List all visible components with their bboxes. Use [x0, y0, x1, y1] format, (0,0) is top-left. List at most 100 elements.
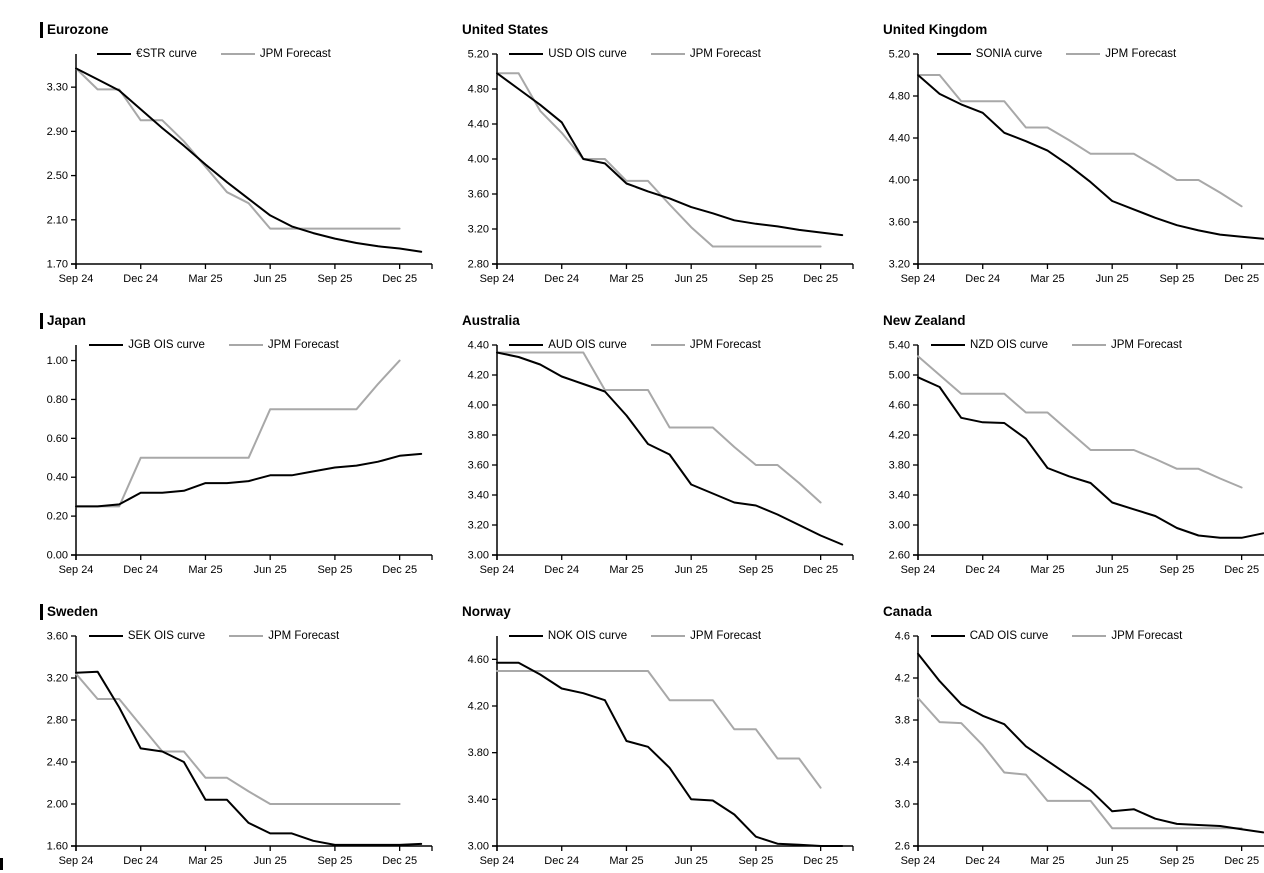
chart-plot: 3.00 3.40 3.80 4.20 4.60 Sep 24 Dec 24 Mar 25 Ju…	[468, 636, 854, 867]
x-tick-label: Dec 24	[965, 855, 1000, 867]
chart-title-row: Australia	[461, 307, 802, 333]
ois-curve-line	[917, 74, 1264, 240]
y-tick-label: 4.60	[468, 654, 489, 666]
chart-panel-united-kingdom: United Kingdom 3.20 3.60 4.00 4.40 4.80 5.20 S…	[882, 16, 1264, 285]
y-tick-label: 4.00	[889, 175, 910, 187]
y-tick-label: 2.40	[47, 757, 68, 769]
y-tick-label: 3.20	[468, 224, 489, 236]
y-tick-label: 1.70	[47, 259, 68, 271]
y-tick-label: 4.20	[889, 430, 910, 442]
y-tick-label: 5.20	[889, 49, 910, 61]
section-bar	[40, 22, 43, 38]
x-tick-label: Dec 24	[123, 855, 158, 867]
y-tick-label: 0.00	[47, 550, 68, 562]
x-tick-label: Dec 24	[544, 855, 579, 867]
x-tick-label: Sep 25	[1159, 855, 1194, 867]
chart-plot: 2.60 3.00 3.40 3.80 4.20 4.60 5.00 5.40 Sep 24 De…	[889, 340, 1264, 576]
y-tick-label: 3.8	[895, 715, 910, 727]
chart-panel-eurozone: Eurozone 1.70 2.10 2.50 2.90 3.30 Sep 24 Dec 2…	[40, 16, 433, 285]
chart-panel-japan: Japan 0.00 0.20 0.40 0.60 0.80 1.00 Sep 24 Dec …	[40, 307, 433, 576]
y-tick-label: 0.40	[47, 472, 68, 484]
y-tick-label: 3.80	[468, 430, 489, 442]
y-tick-label: 1.60	[47, 841, 68, 853]
x-tick-label: Sep 25	[317, 273, 352, 285]
y-tick-label: 4.00	[468, 400, 489, 412]
y-tick-label: 2.00	[47, 799, 68, 811]
forecast-line	[496, 351, 822, 504]
ois-curve-line	[75, 670, 423, 846]
chart-title: Norway	[462, 604, 511, 619]
x-tick-label: Sep 24	[901, 855, 936, 867]
chart-panel-norway: Norway 3.00 3.40 3.80 4.20 4.60 Sep 24 Dec 24 M…	[461, 598, 854, 867]
y-tick-label: 2.60	[889, 550, 910, 562]
y-tick-label: 4.40	[889, 133, 910, 145]
x-tick-label: Jun 25	[675, 855, 708, 867]
chart-title: Sweden	[47, 604, 99, 619]
chart-title: Eurozone	[47, 22, 109, 37]
x-tick-label: Jun 25	[675, 564, 708, 576]
y-tick-label: 3.00	[468, 841, 489, 853]
x-tick-label: Dec 25	[1224, 855, 1259, 867]
forecast-line	[75, 359, 401, 508]
x-tick-label: Dec 25	[1224, 564, 1259, 576]
y-tick-label: 3.60	[468, 460, 489, 472]
y-tick-label: 2.80	[468, 259, 489, 271]
chart-plot: 3.00 3.20 3.40 3.60 3.80 4.00 4.20 4.40 Sep 24 De…	[468, 340, 854, 576]
y-tick-label: 3.30	[47, 82, 68, 94]
x-tick-label: Dec 24	[123, 273, 158, 285]
chart-plot: 3.20 3.60 4.00 4.40 4.80 5.20 Sep 24 Dec 24 Mar …	[889, 49, 1264, 285]
forecast-line	[496, 670, 822, 789]
ois-curve-line	[917, 652, 1264, 834]
x-tick-label: Dec 25	[803, 855, 838, 867]
chart-title-row: Sweden	[40, 598, 381, 624]
x-tick-label: Sep 24	[59, 855, 94, 867]
y-tick-label: 3.80	[468, 747, 489, 759]
x-tick-label: Jun 25	[1096, 273, 1129, 285]
y-tick-label: 0.20	[47, 511, 68, 523]
x-tick-label: Sep 24	[59, 564, 94, 576]
y-tick-label: 3.60	[47, 631, 68, 643]
y-tick-label: 4.40	[468, 340, 489, 352]
y-tick-label: 3.20	[889, 259, 910, 271]
x-tick-label: Jun 25	[675, 273, 708, 285]
y-tick-label: 4.2	[895, 673, 910, 685]
x-tick-label: Sep 24	[480, 273, 515, 285]
chart-title-row: New Zealand	[882, 307, 1224, 333]
x-tick-label: Sep 25	[738, 564, 773, 576]
y-tick-label: 3.40	[889, 490, 910, 502]
chart-panel-sweden: Sweden 1.60 2.00 2.40 2.80 3.20 3.60 Sep 24 Dec…	[40, 598, 433, 867]
x-tick-label: Jun 25	[1096, 855, 1129, 867]
y-tick-label: 0.80	[47, 394, 68, 406]
x-tick-label: Mar 25	[1030, 273, 1064, 285]
chart-plot: 2.6 3.0 3.4 3.8 4.2 4.6 Sep 24 Dec 24 Mar 25 Jun …	[895, 631, 1264, 867]
forecast-line	[75, 67, 401, 230]
y-tick-label: 2.80	[47, 715, 68, 727]
x-tick-label: Sep 24	[901, 564, 936, 576]
y-tick-label: 3.60	[889, 217, 910, 229]
x-tick-label: Jun 25	[254, 273, 287, 285]
x-tick-label: Mar 25	[1030, 564, 1064, 576]
y-tick-label: 1.00	[47, 355, 68, 367]
chart-title-row: United States	[461, 16, 802, 42]
y-tick-label: 3.00	[889, 520, 910, 532]
ois-curve-line	[75, 67, 423, 253]
x-tick-label: Jun 25	[254, 855, 287, 867]
x-tick-label: Dec 24	[965, 564, 1000, 576]
x-tick-label: Mar 25	[188, 273, 222, 285]
forecast-line	[917, 697, 1243, 830]
chart-panel-new-zealand: New Zealand 2.60 3.00 3.40 3.80 4.20 4.60 5.00…	[882, 307, 1264, 576]
chart-title: Japan	[47, 313, 87, 328]
y-tick-label: 4.20	[468, 701, 489, 713]
y-tick-label: 2.50	[47, 170, 68, 182]
chart-title-row: United Kingdom	[882, 16, 1224, 42]
x-tick-label: Sep 25	[738, 855, 773, 867]
y-tick-label: 2.6	[895, 841, 910, 853]
y-tick-label: 4.20	[468, 370, 489, 382]
x-tick-label: Dec 24	[965, 273, 1000, 285]
y-tick-label: 5.40	[889, 340, 910, 352]
y-tick-label: 2.10	[47, 214, 68, 226]
x-tick-label: Sep 25	[317, 564, 352, 576]
ois-curve-line	[496, 351, 844, 546]
y-tick-label: 4.80	[889, 91, 910, 103]
